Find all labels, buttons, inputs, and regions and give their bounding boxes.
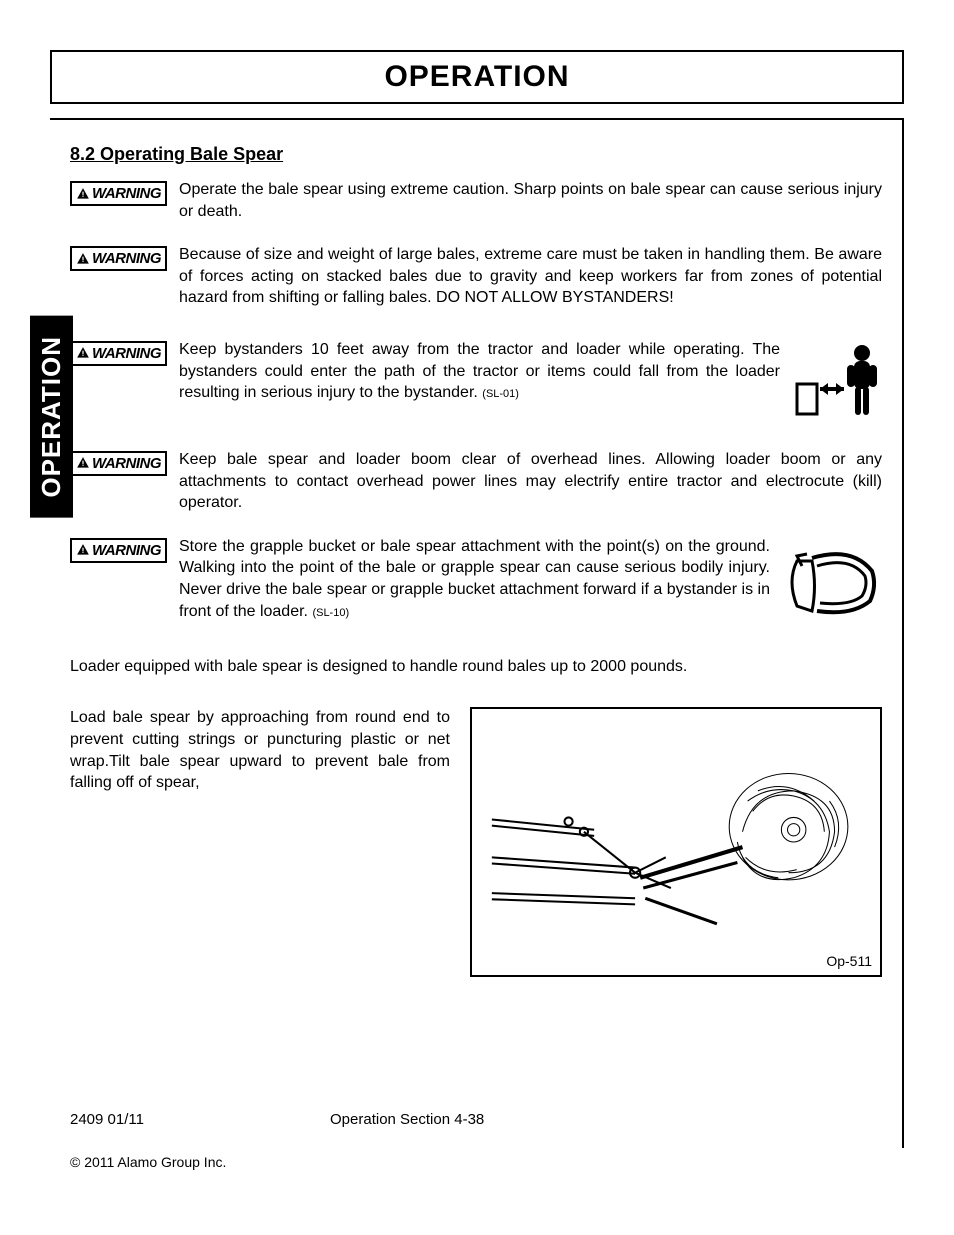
body-paragraph-1: Loader equipped with bale spear is desig… [70, 656, 882, 678]
figure-box: Op-511 [470, 707, 882, 977]
warning-row: WARNING Keep bystanders 10 feet away fro… [70, 339, 882, 419]
warning-badge: WARNING [70, 246, 167, 271]
person-distance-icon [792, 339, 882, 419]
alert-triangle-icon [76, 252, 90, 266]
warning-label: WARNING [92, 185, 161, 202]
warning-row: WARNING Operate the bale spear using ext… [70, 179, 882, 222]
footer-left: 2409 01/11 [70, 1111, 320, 1128]
warning-text: Store the grapple bucket or bale spear a… [179, 536, 770, 622]
section-number: 8.2 [70, 144, 95, 164]
bale-spear-diagram-icon [472, 709, 880, 975]
warning-body: Store the grapple bucket or bale spear a… [179, 538, 770, 620]
figure-label: Op-511 [826, 953, 872, 969]
warning-ref: (SL-01) [482, 388, 519, 400]
warning-badge: WARNING [70, 341, 167, 366]
warning-label: WARNING [92, 345, 161, 362]
warning-row: WARNING Keep bale spear and loader boom … [70, 449, 882, 514]
warning-text: Because of size and weight of large bale… [179, 244, 882, 309]
alert-triangle-icon [76, 346, 90, 360]
alert-triangle-icon [76, 187, 90, 201]
grapple-bucket-icon [782, 536, 882, 626]
warning-text: Operate the bale spear using extreme cau… [179, 179, 882, 222]
alert-triangle-icon [76, 456, 90, 470]
warning-badge: WARNING [70, 538, 167, 563]
body-paragraph-2: Load bale spear by approaching from roun… [70, 707, 450, 793]
content-box: 8.2 Operating Bale Spear WARNING Operate… [50, 118, 904, 1148]
page-title-box: OPERATION [50, 50, 904, 104]
warning-badge: WARNING [70, 181, 167, 206]
warning-text: Keep bale spear and loader boom clear of… [179, 449, 882, 514]
warning-body: Keep bystanders 10 feet away from the tr… [179, 341, 780, 401]
warning-text: Keep bystanders 10 feet away from the tr… [179, 339, 780, 404]
warning-row: WARNING Store the grapple bucket or bale… [70, 536, 882, 626]
warning-ref: (SL-10) [312, 607, 349, 619]
section-title: Operating Bale Spear [100, 144, 283, 164]
footer-center: Operation Section 4-38 [320, 1111, 882, 1128]
alert-triangle-icon [76, 543, 90, 557]
section-heading: 8.2 Operating Bale Spear [70, 144, 882, 165]
copyright: © 2011 Alamo Group Inc. [50, 1154, 904, 1170]
warning-label: WARNING [92, 250, 161, 267]
warning-label: WARNING [92, 455, 161, 472]
two-column-section: Load bale spear by approaching from roun… [70, 707, 882, 977]
warning-badge: WARNING [70, 451, 167, 476]
warning-label: WARNING [92, 542, 161, 559]
page-title: OPERATION [52, 60, 902, 94]
warning-row: WARNING Because of size and weight of la… [70, 244, 882, 309]
footer: 2409 01/11 Operation Section 4-38 [70, 1111, 882, 1128]
